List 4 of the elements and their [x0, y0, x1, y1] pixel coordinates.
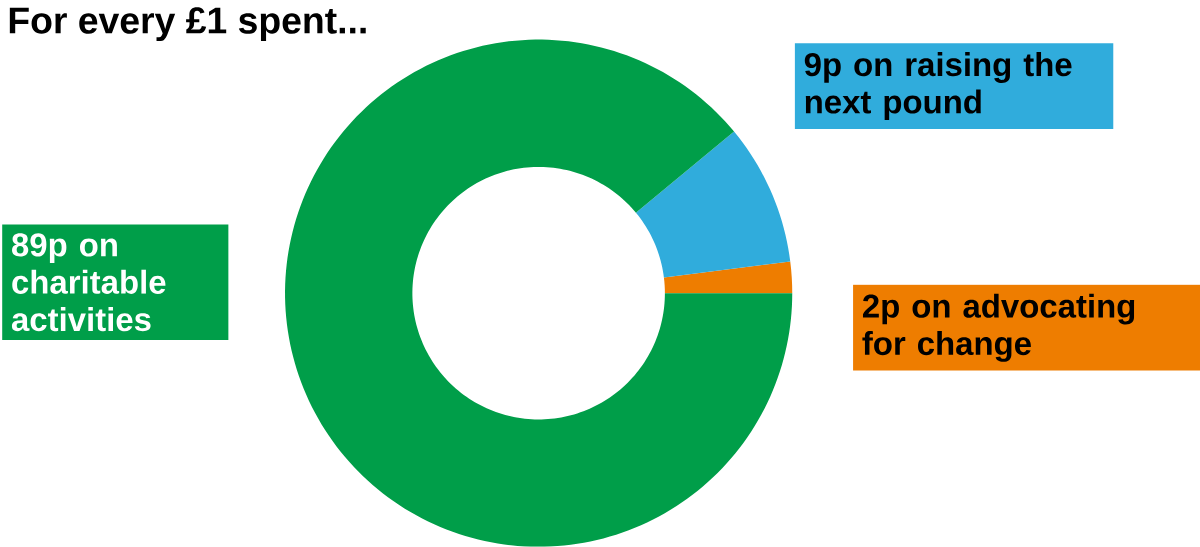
slice-label: 9p on raising the next pound	[804, 52, 1072, 121]
slice-label: 89p on charitable activities	[11, 233, 166, 332]
chart-title: For every £1 spent...	[9, 7, 366, 42]
slice-label: 2p on advocating for change	[862, 293, 1135, 362]
